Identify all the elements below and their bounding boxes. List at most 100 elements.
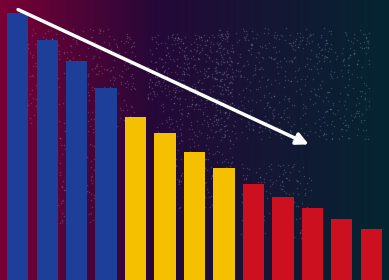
Point bbox=[42, 264, 48, 269]
Point bbox=[29, 269, 35, 273]
Point bbox=[31, 256, 37, 260]
Point bbox=[21, 262, 28, 267]
Point bbox=[29, 259, 35, 264]
Point bbox=[30, 255, 36, 259]
Point bbox=[31, 259, 37, 263]
Point bbox=[23, 267, 29, 272]
Point bbox=[30, 256, 37, 261]
Point bbox=[18, 266, 24, 270]
Point bbox=[30, 256, 36, 260]
Point bbox=[34, 269, 40, 273]
Point bbox=[26, 259, 33, 264]
Point bbox=[28, 265, 34, 269]
Point bbox=[17, 256, 23, 260]
Point bbox=[24, 259, 30, 264]
Point bbox=[31, 271, 37, 276]
Point bbox=[23, 263, 29, 267]
Point bbox=[35, 268, 42, 273]
Point bbox=[32, 256, 39, 260]
Point bbox=[29, 265, 35, 270]
Point bbox=[37, 273, 44, 278]
Point bbox=[33, 255, 39, 259]
Point bbox=[37, 261, 43, 265]
Point bbox=[19, 267, 25, 271]
Point bbox=[28, 268, 34, 273]
Point bbox=[40, 258, 46, 263]
Point bbox=[19, 263, 26, 268]
Point bbox=[22, 263, 28, 267]
Point bbox=[42, 258, 48, 263]
Point bbox=[27, 270, 33, 275]
Point bbox=[34, 257, 40, 262]
Point bbox=[36, 269, 42, 274]
Point bbox=[31, 263, 37, 267]
Point bbox=[39, 256, 45, 261]
Point bbox=[37, 255, 43, 260]
Point bbox=[22, 257, 28, 262]
Point bbox=[42, 260, 49, 264]
Point bbox=[23, 259, 29, 263]
Point bbox=[26, 258, 33, 262]
Point bbox=[18, 256, 24, 261]
Point bbox=[18, 265, 24, 269]
Point bbox=[28, 260, 34, 264]
Point bbox=[32, 254, 38, 259]
Point bbox=[32, 267, 38, 271]
Point bbox=[30, 260, 37, 264]
Point bbox=[29, 261, 35, 266]
Point bbox=[21, 255, 28, 260]
Point bbox=[42, 256, 48, 260]
Point bbox=[16, 259, 22, 264]
Point bbox=[21, 264, 28, 268]
Point bbox=[28, 265, 34, 269]
Point bbox=[20, 258, 26, 262]
Point bbox=[37, 259, 43, 263]
Point bbox=[33, 261, 40, 265]
Point bbox=[18, 260, 25, 265]
Point bbox=[18, 255, 24, 260]
Point bbox=[34, 270, 40, 275]
Point bbox=[30, 263, 37, 267]
Point bbox=[23, 272, 29, 277]
Point bbox=[38, 255, 44, 260]
Point bbox=[30, 255, 37, 259]
Point bbox=[40, 257, 47, 261]
Point bbox=[37, 258, 43, 263]
Point bbox=[37, 258, 43, 262]
Point bbox=[26, 260, 32, 265]
Point bbox=[19, 266, 26, 271]
Point bbox=[38, 257, 44, 261]
Point bbox=[32, 260, 38, 264]
Point bbox=[19, 265, 26, 270]
Point bbox=[28, 255, 34, 260]
Point bbox=[34, 264, 40, 269]
Point bbox=[27, 261, 33, 266]
Point bbox=[28, 267, 34, 271]
Point bbox=[17, 260, 23, 265]
Point bbox=[39, 254, 46, 258]
Point bbox=[18, 254, 25, 258]
Point bbox=[29, 262, 35, 267]
Point bbox=[42, 262, 48, 267]
Point bbox=[33, 258, 39, 263]
Point bbox=[41, 256, 47, 261]
Point bbox=[30, 266, 36, 271]
Point bbox=[38, 255, 44, 260]
Point bbox=[22, 260, 28, 264]
Point bbox=[41, 259, 47, 264]
Point bbox=[22, 256, 28, 261]
Point bbox=[16, 258, 23, 262]
Point bbox=[21, 259, 27, 263]
Point bbox=[29, 269, 35, 274]
Point bbox=[30, 263, 37, 268]
Point bbox=[37, 255, 43, 260]
Point bbox=[37, 257, 43, 262]
Point bbox=[18, 258, 24, 263]
Point bbox=[32, 264, 38, 269]
Point bbox=[25, 261, 31, 266]
Point bbox=[24, 259, 30, 263]
Point bbox=[30, 257, 36, 262]
Point bbox=[42, 264, 49, 269]
Point bbox=[30, 261, 37, 265]
Point bbox=[41, 263, 47, 267]
